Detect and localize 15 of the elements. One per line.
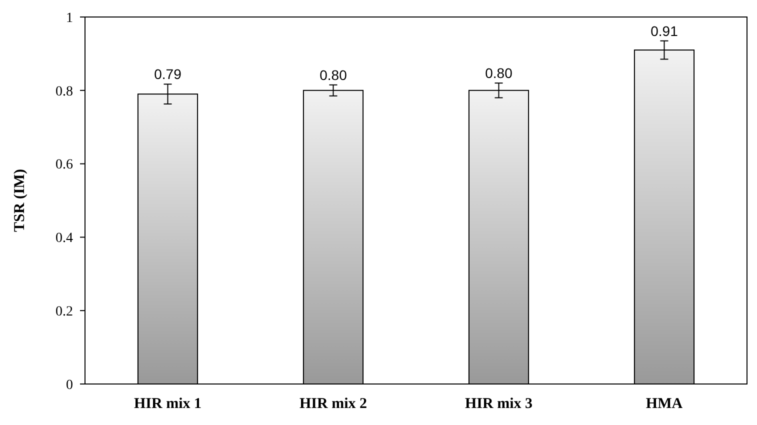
- x-tick-label: HIR mix 1: [134, 396, 202, 412]
- x-tick-label: HMA: [646, 396, 683, 412]
- data-label: 0.91: [650, 22, 678, 39]
- y-axis-title: TSR (IM): [12, 169, 28, 232]
- data-label: 0.79: [154, 66, 182, 82]
- x-tick-label: HIR mix 3: [465, 396, 532, 412]
- y-tick-label: 0: [66, 378, 73, 393]
- y-tick-label: 0.6: [56, 158, 73, 173]
- y-tick-label: 0.4: [56, 231, 73, 246]
- x-tick-label: HIR mix 2: [300, 396, 367, 412]
- y-tick-label: 0.8: [56, 84, 73, 100]
- data-label: 0.80: [320, 66, 348, 83]
- data-label: 0.80: [485, 65, 513, 82]
- y-tick-label: 0.2: [56, 304, 73, 320]
- y-tick-label: 1: [66, 10, 73, 26]
